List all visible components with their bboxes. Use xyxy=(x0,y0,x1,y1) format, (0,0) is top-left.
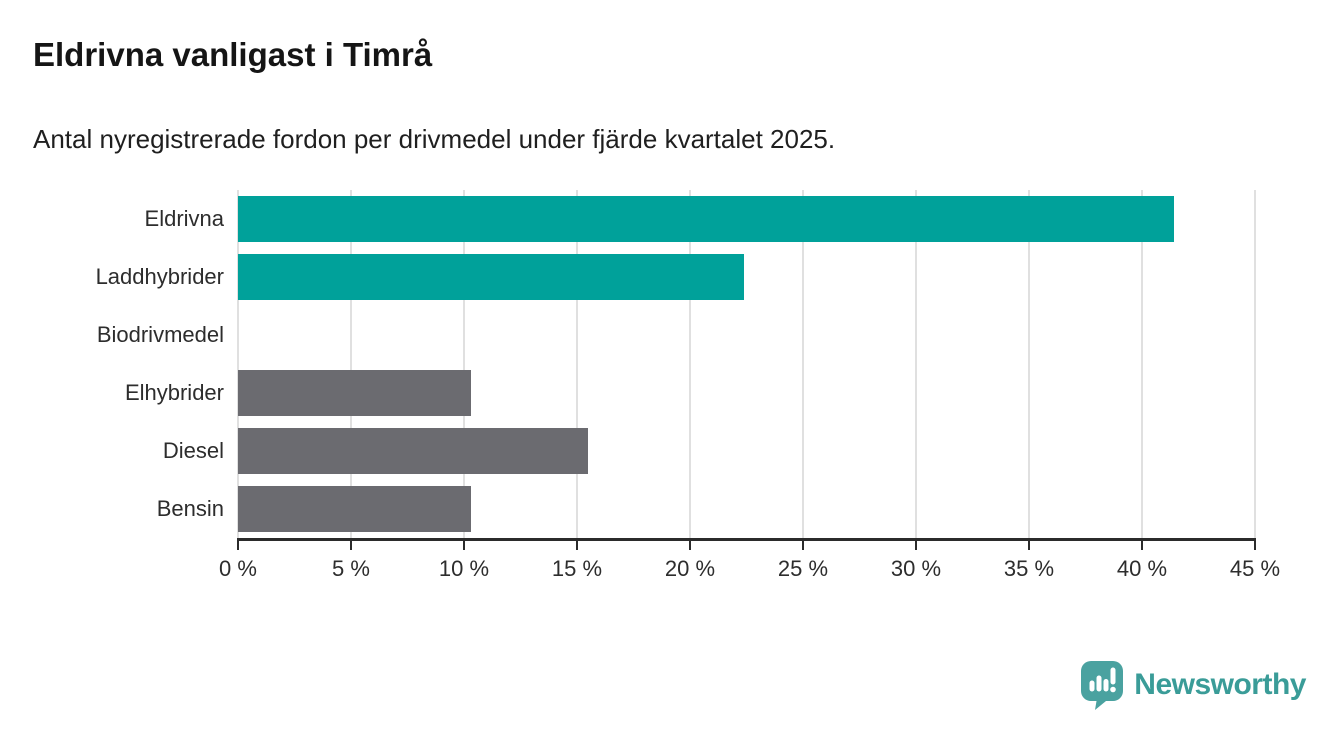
bar-bensin xyxy=(238,486,471,532)
gridline xyxy=(1028,190,1030,538)
axis-tick-label: 30 % xyxy=(890,556,942,581)
gridline xyxy=(463,190,465,538)
axis-tick xyxy=(1254,541,1256,550)
category-label: Elhybrider xyxy=(124,380,224,405)
bar-track xyxy=(238,312,1255,358)
axis-tick-label: 10 % xyxy=(438,556,490,581)
gridline xyxy=(1141,190,1143,538)
axis-tick-label: 0 % xyxy=(219,556,257,581)
bar-track xyxy=(238,428,1255,474)
axis-tick xyxy=(350,541,352,550)
gridline xyxy=(1254,190,1256,538)
x-axis-line xyxy=(237,538,1256,541)
axis-tick xyxy=(915,541,917,550)
bar-laddhybrider xyxy=(238,254,745,300)
bar-track xyxy=(238,254,1255,300)
bar-diesel xyxy=(238,428,589,474)
category-label: Diesel xyxy=(162,438,224,463)
axis-tick xyxy=(1028,541,1030,550)
axis-tick xyxy=(689,541,691,550)
chart-row: Eldrivna xyxy=(0,190,1340,248)
axis-tick-label: 15 % xyxy=(551,556,603,581)
axis-tick-label: 5 % xyxy=(332,556,370,581)
gridline xyxy=(802,190,804,538)
chart-rows: Eldrivna Laddhybrider Biodrivmedel Elhybrid… xyxy=(0,190,1340,538)
chart-row: Laddhybrider xyxy=(0,248,1340,306)
category-label: Laddhybrider xyxy=(95,264,224,289)
axis-tick xyxy=(576,541,578,550)
axis-tick-label: 40 % xyxy=(1116,556,1168,581)
axis-tick-label: 45 % xyxy=(1229,556,1281,581)
chart-row: Biodrivmedel xyxy=(0,306,1340,364)
chart-row: Diesel xyxy=(0,422,1340,480)
bar-chart: Eldrivna Laddhybrider Biodrivmedel Elhybrid… xyxy=(0,190,1340,581)
bar-track xyxy=(238,196,1255,242)
gridline xyxy=(915,190,917,538)
chart-row: Bensin xyxy=(0,480,1340,538)
gridlines xyxy=(237,190,1256,538)
newsworthy-logo[interactable]: Newsworthy xyxy=(1079,659,1306,710)
axis-tick-label: 25 % xyxy=(777,556,829,581)
bar-track xyxy=(238,370,1255,416)
gridline xyxy=(689,190,691,538)
chart-row: Elhybrider xyxy=(0,364,1340,422)
category-label: Biodrivmedel xyxy=(96,322,224,347)
newsworthy-logo-text: Newsworthy xyxy=(1134,667,1306,701)
category-label: Bensin xyxy=(156,496,224,521)
newsworthy-logo-icon xyxy=(1081,661,1124,710)
gridline xyxy=(576,190,578,538)
axis-tick xyxy=(1141,541,1143,550)
axis-tick xyxy=(802,541,804,550)
axis-tick xyxy=(463,541,465,550)
chart-subtitle: Antal nyregistrerade fordon per drivmede… xyxy=(33,124,836,154)
bar-eldrivna xyxy=(238,196,1174,242)
gridline xyxy=(350,190,352,538)
x-axis: 0 % 5 % 10 % 15 % 20 % 25 % 30 % 35 % 40 % 45 % xyxy=(219,538,1280,598)
axis-tick-label: 35 % xyxy=(1003,556,1055,581)
bar-track xyxy=(238,486,1255,532)
axis-tick xyxy=(237,541,239,550)
category-label: Eldrivna xyxy=(144,206,224,231)
page-title: Eldrivna vanligast i Timrå xyxy=(33,36,433,73)
gridline xyxy=(237,190,239,538)
bar-elhybrider xyxy=(238,370,471,416)
axis-tick-label: 20 % xyxy=(664,556,716,581)
